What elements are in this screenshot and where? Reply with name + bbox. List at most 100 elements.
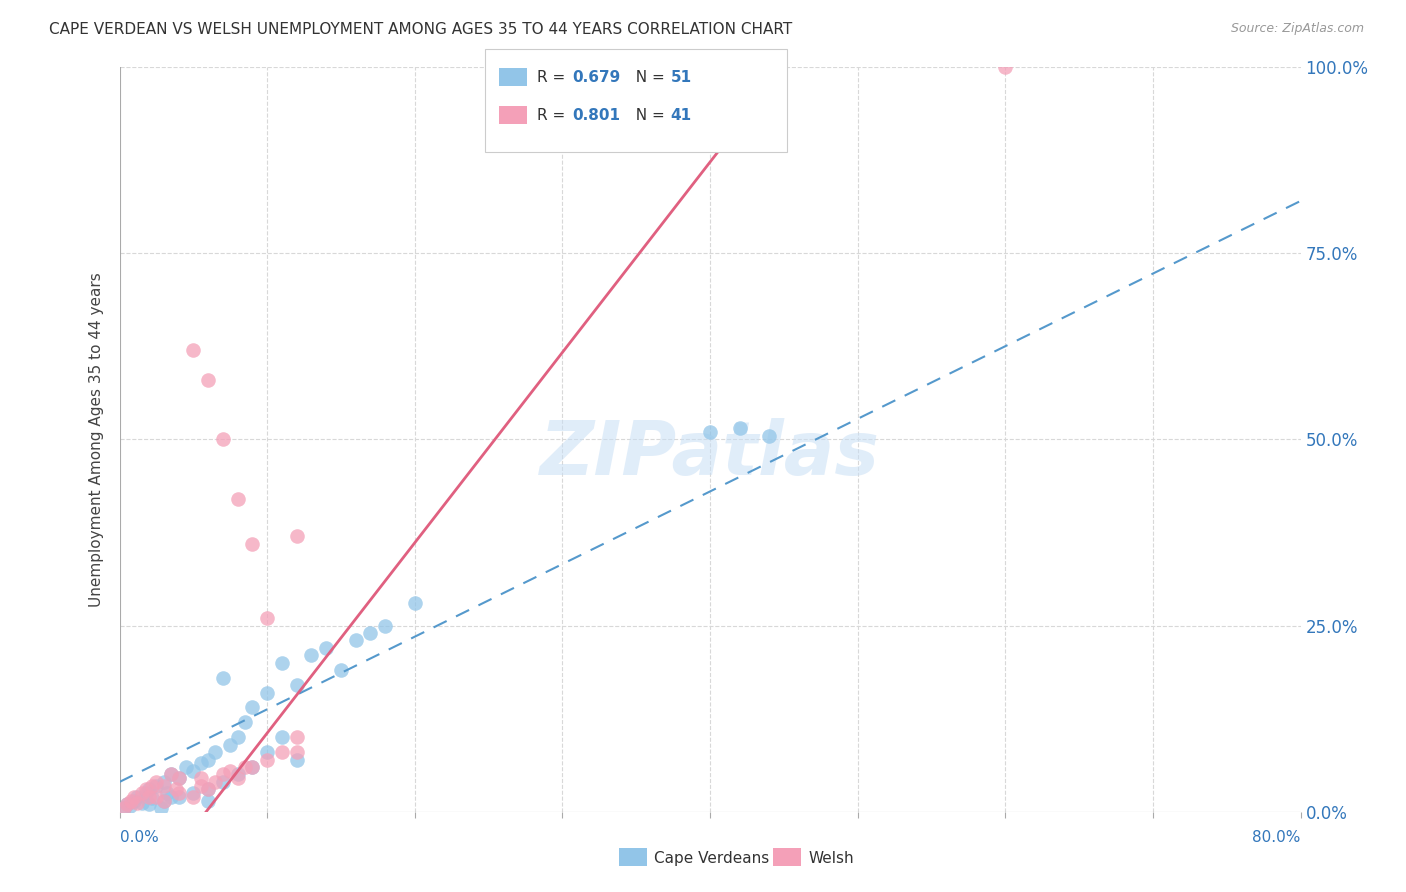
Point: [183, 789, 205, 804]
Point: [211, 767, 233, 781]
Point: [124, 789, 146, 804]
Point: [131, 786, 153, 800]
Point: [285, 730, 308, 744]
Point: [167, 771, 190, 785]
Point: [197, 782, 219, 797]
Point: [233, 715, 256, 730]
Point: [183, 764, 205, 778]
Point: [197, 373, 219, 387]
Point: [153, 775, 174, 789]
Point: [135, 786, 157, 800]
Point: [153, 779, 174, 793]
Point: [138, 797, 160, 812]
Point: [118, 798, 141, 813]
Text: Source: ZipAtlas.com: Source: ZipAtlas.com: [1230, 22, 1364, 36]
Point: [145, 775, 167, 789]
Point: [197, 793, 219, 807]
Point: [167, 789, 190, 804]
Point: [256, 745, 278, 759]
Point: [145, 779, 167, 793]
Point: [115, 797, 138, 812]
Point: [344, 633, 367, 648]
Point: [190, 779, 212, 793]
Point: [242, 760, 264, 774]
Point: [149, 801, 172, 815]
Point: [190, 756, 212, 771]
Point: [285, 529, 308, 543]
Point: [285, 753, 308, 767]
Text: R =: R =: [537, 109, 571, 123]
Point: [211, 433, 233, 447]
Text: Welsh: Welsh: [808, 851, 853, 865]
Point: [226, 491, 249, 506]
Point: [183, 786, 205, 800]
Point: [315, 640, 337, 655]
Point: [242, 536, 264, 550]
Text: N =: N =: [626, 109, 669, 123]
Text: 0.0%: 0.0%: [120, 830, 159, 846]
Point: [226, 767, 249, 781]
Point: [153, 793, 174, 807]
Point: [174, 760, 197, 774]
Point: [242, 700, 264, 714]
Point: [141, 779, 163, 793]
Text: 0.679: 0.679: [572, 70, 620, 85]
Point: [160, 767, 183, 781]
Point: [204, 775, 226, 789]
Point: [124, 793, 146, 807]
Point: [360, 626, 382, 640]
Y-axis label: Unemployment Among Ages 35 to 44 years: Unemployment Among Ages 35 to 44 years: [89, 272, 104, 607]
Point: [219, 764, 242, 778]
Text: 0.801: 0.801: [572, 109, 620, 123]
Text: CAPE VERDEAN VS WELSH UNEMPLOYMENT AMONG AGES 35 TO 44 YEARS CORRELATION CHART: CAPE VERDEAN VS WELSH UNEMPLOYMENT AMONG…: [49, 22, 793, 37]
Point: [190, 771, 212, 785]
Point: [115, 797, 138, 812]
Point: [131, 796, 153, 810]
Point: [404, 596, 426, 610]
Point: [197, 782, 219, 797]
Text: 41: 41: [671, 109, 692, 123]
Point: [127, 789, 149, 804]
Point: [165, 782, 187, 797]
Point: [994, 60, 1017, 74]
Point: [301, 648, 323, 663]
Point: [270, 745, 294, 759]
Point: [112, 801, 135, 815]
Text: 51: 51: [671, 70, 692, 85]
Point: [120, 793, 142, 807]
Point: [135, 782, 157, 797]
Point: [329, 663, 352, 677]
Point: [145, 789, 167, 804]
Point: [138, 782, 160, 797]
Point: [633, 60, 655, 74]
Point: [138, 789, 160, 804]
Text: ZIPatlas: ZIPatlas: [540, 417, 880, 491]
Point: [270, 730, 294, 744]
Point: [167, 786, 190, 800]
Point: [256, 753, 278, 767]
Point: [626, 75, 648, 89]
Text: Cape Verdeans: Cape Verdeans: [654, 851, 769, 865]
Point: [226, 771, 249, 785]
Point: [141, 791, 163, 805]
Point: [226, 730, 249, 744]
Point: [112, 801, 135, 815]
Point: [374, 618, 396, 632]
Point: [160, 789, 183, 804]
Point: [167, 771, 190, 785]
Text: 80.0%: 80.0%: [1253, 830, 1301, 846]
Text: R =: R =: [537, 70, 571, 85]
Point: [211, 775, 233, 789]
Point: [242, 760, 264, 774]
Point: [156, 786, 179, 800]
Point: [153, 793, 174, 807]
Point: [197, 753, 219, 767]
Point: [204, 745, 226, 759]
Point: [285, 678, 308, 692]
Point: [728, 421, 751, 435]
Point: [758, 428, 780, 442]
Text: N =: N =: [626, 70, 669, 85]
Point: [285, 745, 308, 759]
Point: [270, 656, 294, 670]
Point: [219, 738, 242, 752]
